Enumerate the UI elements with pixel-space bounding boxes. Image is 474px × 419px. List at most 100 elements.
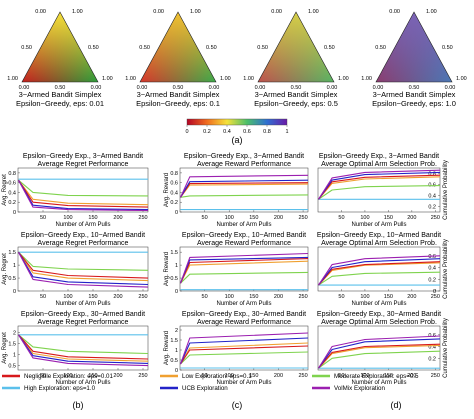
y-axis-label: Avg. Reward <box>164 331 170 365</box>
x-tick-label: 200 <box>407 294 416 300</box>
series-line-volmix <box>179 332 309 365</box>
simplex-corner-label: 0.00 <box>389 9 400 15</box>
y-axis-label: Avg. Reward <box>164 173 170 207</box>
x-tick-label: 200 <box>113 215 122 221</box>
simplex-corner-label: 0.00 <box>445 85 456 91</box>
simplex-corner-label: 1.00 <box>102 76 113 82</box>
y-tick-label: 1.5 <box>170 250 178 256</box>
y-axis-label: Avg. Regret <box>2 332 8 364</box>
x-axis-label: Number of Arm Pulls <box>216 380 271 386</box>
simplex-corner-label: 0.00 <box>137 85 148 91</box>
x-tick-label: 250 <box>298 373 307 379</box>
simplex-triangle <box>257 11 335 83</box>
legend-label: Low Exploration: eps=0.1 <box>182 373 252 380</box>
simplex-corner-label: 0.00 <box>35 9 46 15</box>
y-tick-label: 0.5 <box>8 276 16 282</box>
y-tick-label: 1 <box>175 263 178 269</box>
y-axis-label: Avg. Regret <box>2 174 8 206</box>
x-axis-label: Number of Arm Pulls <box>55 380 110 386</box>
simplex-corner-label: 0.00 <box>327 85 338 91</box>
simplex-triangle <box>375 11 453 83</box>
simplex-3: 0.00 1.001.000.00 0.001.000.50 0.500.503−Ar… <box>243 9 348 108</box>
x-tick-label: 100 <box>63 373 72 379</box>
panel-label-a: (a) <box>232 135 243 145</box>
x-tick-label: 50 <box>202 373 208 379</box>
x-tick-label: 200 <box>113 373 122 379</box>
chart-subtitle: Average Reward Performance <box>197 161 291 168</box>
simplex-corner-label: 1.00 <box>338 76 349 82</box>
legend-item: Moderate Exploration: eps=0.5 <box>312 373 419 380</box>
legend-item: VolMix Exploration <box>312 385 385 392</box>
simplex-tick-label: 0.50 <box>206 45 217 51</box>
chart-3: Epsilon−Greedy Exp., 3−Armed BanditAvera… <box>317 153 449 228</box>
colorbar-tick-label: 0.6 <box>243 129 251 135</box>
x-tick-label: 100 <box>225 294 234 300</box>
simplex-corner-label: 0.00 <box>373 85 384 91</box>
series-line-eps-001 <box>318 343 441 369</box>
simplex-triangle <box>139 11 217 83</box>
x-tick-label: 150 <box>384 215 393 221</box>
simplex-corner-label: 0.00 <box>153 9 164 15</box>
simplex-tick-label: 0.50 <box>291 85 302 91</box>
chart-title: Epsilon−Greedy Exp., 10−Armed Bandit <box>182 232 306 239</box>
series-line-eps-001 <box>18 179 149 208</box>
chart-title: Epsilon−Greedy Exp., 30−Armed Bandit <box>317 311 441 318</box>
simplex-tick-label: 0.50 <box>88 45 99 51</box>
simplex-subtitle: Epsilon−Greedy, eps: 1.0 <box>372 99 456 108</box>
y-tick-label: 1 <box>13 263 16 269</box>
y-tick-label: 0.6 <box>170 181 178 187</box>
series-line-eps-05 <box>318 185 441 200</box>
chart-title: Epsilon−Greedy Exp., 3−Armed Bandit <box>23 153 143 160</box>
legend-item: UCB Exploration <box>160 385 228 392</box>
x-axis-label: Number of Arm Pulls <box>55 222 110 228</box>
colorbar-tick-label: 0.8 <box>263 129 271 135</box>
panel-label-b: (b) <box>73 400 84 410</box>
simplex-title: 3−Armed Bandit Simplex <box>19 90 102 99</box>
simplex-panel: 0.00 1.001.000.00 0.001.000.50 0.500.503−Ar… <box>7 9 466 108</box>
series-line-eps-001 <box>18 334 149 360</box>
chart-subtitle: Average Optimal Arm Selection Prob. <box>321 240 437 247</box>
series-line-eps-05 <box>180 351 309 365</box>
x-tick-label: 200 <box>274 294 283 300</box>
x-axis-label: Number of Arm Pulls <box>351 380 406 386</box>
y-tick-label: 0.2 <box>428 205 436 211</box>
legend-item: High Exploration: eps=1.0 <box>2 385 96 392</box>
series-line-eps-05 <box>18 251 149 271</box>
y-tick-label: 0.4 <box>428 266 436 272</box>
chart-title: Epsilon−Greedy Exp., 10−Armed Bandit <box>317 232 441 239</box>
series-line-eps-05 <box>318 271 441 286</box>
x-tick-label: 50 <box>202 294 208 300</box>
x-tick-label: 150 <box>249 373 258 379</box>
legend-label: High Exploration: eps=1.0 <box>24 385 96 392</box>
simplex-corner-label: 1.00 <box>456 76 467 82</box>
colorbar-gradient <box>186 118 288 126</box>
simplex-subtitle: Epsilon−Greedy, eps: 0.01 <box>16 99 104 108</box>
y-tick-label: 0.6 <box>428 333 436 339</box>
simplex-1: 0.00 1.001.000.00 0.001.000.50 0.500.503−Ar… <box>7 9 112 108</box>
simplex-corner-label: 0.00 <box>255 85 266 91</box>
chart-title: Epsilon−Greedy Exp., 30−Armed Bandit <box>182 311 306 318</box>
x-tick-label: 150 <box>249 294 258 300</box>
simplex-tick-label: 0.50 <box>375 45 386 51</box>
series-line-eps-001 <box>318 261 441 286</box>
x-tick-label: 250 <box>298 294 307 300</box>
simplex-corner-label: 1.00 <box>125 76 136 82</box>
simplex-4: 0.00 1.001.000.00 0.001.000.50 0.500.503−Ar… <box>361 9 466 108</box>
simplex-2: 0.00 1.001.000.00 0.001.000.50 0.500.503−Ar… <box>125 9 230 108</box>
x-tick-label: 50 <box>40 294 46 300</box>
series-line-ucb <box>318 258 441 286</box>
simplex-corner-label: 0.00 <box>209 85 220 91</box>
y-axis-label: Avg. Reward <box>164 252 170 286</box>
x-tick-label: 100 <box>63 294 72 300</box>
y-tick-label: 0 <box>13 210 16 216</box>
simplex-tick-label: 0.50 <box>55 85 66 91</box>
series-line-ucb <box>179 337 309 365</box>
series-line-eps-01 <box>18 251 149 282</box>
simplex-corner-label: 1.00 <box>361 76 372 82</box>
y-tick-label: 2 <box>13 331 16 337</box>
chart-title: Epsilon−Greedy Exp., 30−Armed Bandit <box>21 311 145 318</box>
colorbar-tick-label: 0.4 <box>223 129 231 135</box>
series-line-eps-05 <box>180 271 309 284</box>
series-line-ucb <box>180 179 309 198</box>
x-tick-label: 250 <box>138 294 147 300</box>
